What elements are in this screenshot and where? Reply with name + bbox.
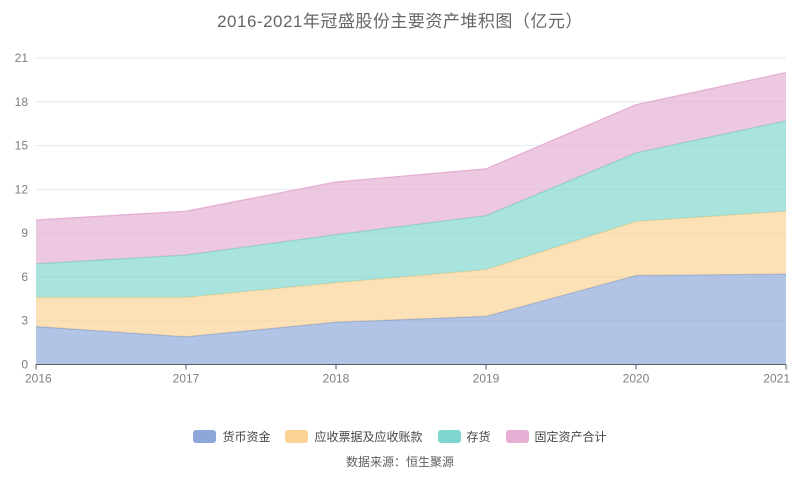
area-inventory[interactable]: [36, 120, 786, 298]
y-axis-label: 3: [21, 314, 28, 328]
legend-item-receivables[interactable]: 应收票据及应收账款: [285, 428, 423, 445]
x-axis-label: 2016: [25, 372, 52, 386]
y-axis-label: 9: [21, 226, 28, 240]
x-axis-label: 2017: [173, 372, 200, 386]
legend-item-fixed-assets[interactable]: 固定资产合计: [505, 428, 607, 445]
stacked-area-chart: 0 3 6 9 12 15 18 21 2016 2017 2018 2019 2020 2021: [15, 51, 791, 386]
x-axis-label: 2020: [623, 372, 650, 386]
legend-label-fixed-assets: 固定资产合计: [534, 430, 607, 444]
y-axis-label: 0: [21, 358, 28, 372]
data-source-note: 数据来源：恒生聚源: [345, 455, 454, 469]
y-axis-label: 21: [15, 51, 29, 65]
legend-label-inventory: 存货: [466, 430, 491, 444]
chart-legend: 货币资金 应收票据及应收账款 存货 固定资产合计: [0, 428, 800, 445]
legend-label-monetary-funds: 货币资金: [222, 430, 271, 444]
legend-swatch-fixed-assets: [505, 430, 529, 443]
legend-item-inventory[interactable]: 存货: [437, 428, 491, 445]
legend-item-monetary-funds[interactable]: 货币资金: [193, 428, 270, 445]
legend-swatch-inventory: [437, 430, 461, 443]
x-axis-label: 2021: [763, 372, 790, 386]
y-axis-label: 18: [15, 95, 29, 109]
x-axis-label: 2018: [323, 372, 350, 386]
y-axis-label: 6: [21, 270, 28, 284]
area-fixed-assets[interactable]: [36, 72, 786, 264]
chart-title: 2016-2021年冠盛股份主要资产堆积图（亿元）: [217, 12, 583, 31]
legend-swatch-monetary-funds: [193, 430, 217, 443]
area-topline-fixed-assets: [35, 71, 787, 221]
y-axis-label: 15: [15, 139, 29, 153]
y-axis-label: 12: [15, 182, 29, 196]
legend-swatch-receivables: [285, 430, 309, 443]
legend-label-receivables: 应收票据及应收账款: [314, 430, 423, 444]
x-axis-label: 2019: [473, 372, 500, 386]
area-receivables[interactable]: [36, 211, 786, 337]
